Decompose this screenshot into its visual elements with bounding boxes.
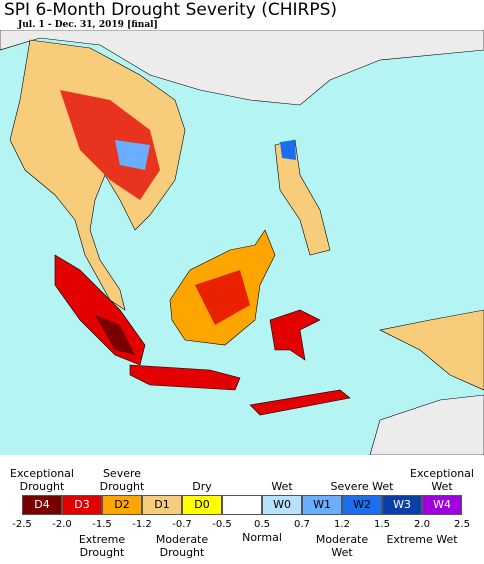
legend-swatch: D0 (182, 495, 222, 515)
drought-patch (60, 90, 160, 200)
map (0, 30, 484, 455)
philippines (274, 139, 331, 256)
legend-tick-label: 2.0 (414, 519, 430, 530)
legend-swatch: D4 (22, 495, 62, 515)
legend-label: Normal (242, 531, 282, 544)
drought-patch (195, 270, 250, 325)
legend-swatch: W4 (422, 495, 462, 515)
legend-tick-label: -0.7 (172, 519, 192, 530)
indochina (9, 39, 186, 311)
legend-tick-label: -0.5 (212, 519, 232, 530)
subtitle: Jul. 1 - Dec. 31, 2019 [final] (18, 20, 158, 30)
legend-swatch: W1 (302, 495, 342, 515)
legend-swatch: W0 (262, 495, 302, 515)
legend-label: Exceptional Drought (10, 467, 74, 493)
legend-tick-label: -2.0 (52, 519, 72, 530)
legend-tick-label: -1.5 (92, 519, 112, 530)
china (0, 30, 484, 106)
legend-label: Extreme Wet (386, 533, 458, 546)
legend-label: Severe Drought (99, 467, 145, 493)
title: SPI 6-Month Drought Severity (CHIRPS) (4, 0, 338, 20)
lesser-sunda (249, 389, 351, 416)
legend-swatch (222, 495, 262, 515)
legend-label: Moderate Drought (155, 533, 209, 559)
legend-tick-label: 0.7 (294, 519, 310, 530)
legend-tick-label: -2.5 (12, 519, 32, 530)
legend-tick-label: -1.2 (132, 519, 152, 530)
new-guinea (379, 309, 484, 391)
legend-swatch: D2 (102, 495, 142, 515)
legend-tick-label: 1.2 (334, 519, 350, 530)
legend-tick-label: 2.5 (454, 519, 470, 530)
drought-patch (95, 315, 135, 355)
wet-patch (115, 140, 150, 170)
legend-label: Moderate Wet (315, 533, 369, 559)
legend-label: Severe Wet (330, 480, 394, 493)
java (129, 364, 241, 391)
legend-label: Exceptional Wet (410, 467, 474, 493)
legend-label: Dry (192, 480, 212, 493)
legend-swatch: W3 (382, 495, 422, 515)
wet-patch (280, 140, 296, 160)
legend-tick-label: 1.5 (374, 519, 390, 530)
legend-swatch: D3 (62, 495, 102, 515)
sulawesi (269, 309, 321, 361)
legend-swatch: W2 (342, 495, 382, 515)
legend-swatch: D1 (142, 495, 182, 515)
legend-label: Wet (271, 480, 293, 493)
legend-label: Extreme Drought (78, 533, 126, 559)
australia (369, 394, 484, 455)
legend-tick-label: 0.5 (254, 519, 270, 530)
